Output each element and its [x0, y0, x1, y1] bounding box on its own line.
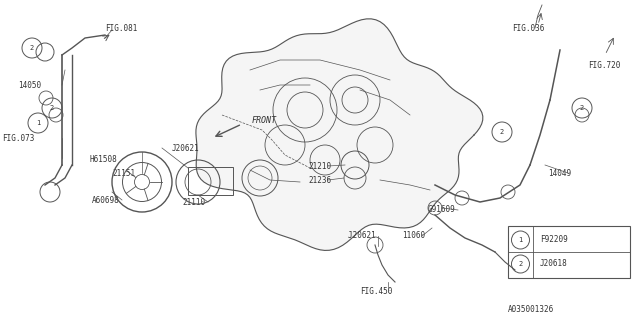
Text: A035001326: A035001326 — [508, 306, 554, 315]
Text: 2: 2 — [518, 261, 523, 267]
Text: 1: 1 — [518, 237, 523, 243]
Text: 11060: 11060 — [402, 231, 425, 241]
Text: G91609: G91609 — [428, 205, 456, 214]
Bar — [188, 167, 233, 195]
Text: 21210: 21210 — [308, 162, 331, 171]
Text: 14049: 14049 — [548, 169, 571, 178]
Text: FRONT: FRONT — [252, 116, 277, 124]
Text: FIG.450: FIG.450 — [360, 287, 392, 297]
Polygon shape — [196, 19, 483, 251]
Text: J20621: J20621 — [348, 231, 380, 241]
Text: 14050: 14050 — [18, 81, 41, 90]
Text: 1: 1 — [36, 120, 40, 126]
Text: 21236: 21236 — [308, 175, 331, 185]
Text: J20618: J20618 — [540, 260, 568, 268]
Text: H61508: H61508 — [90, 156, 118, 164]
Text: 2: 2 — [500, 129, 504, 135]
Text: FIG.036: FIG.036 — [512, 23, 545, 33]
Text: FIG.081: FIG.081 — [105, 23, 138, 33]
Text: FIG.720: FIG.720 — [588, 60, 620, 69]
Text: J20621: J20621 — [172, 143, 200, 153]
Text: 2: 2 — [50, 105, 54, 111]
Text: A60698: A60698 — [92, 196, 120, 204]
Text: 21151: 21151 — [112, 169, 135, 178]
Text: 21110: 21110 — [182, 197, 205, 206]
Text: F92209: F92209 — [540, 236, 568, 244]
Text: 2: 2 — [30, 45, 34, 51]
Text: FIG.073: FIG.073 — [2, 133, 35, 142]
Text: 2: 2 — [580, 105, 584, 111]
Bar — [508, 226, 630, 278]
